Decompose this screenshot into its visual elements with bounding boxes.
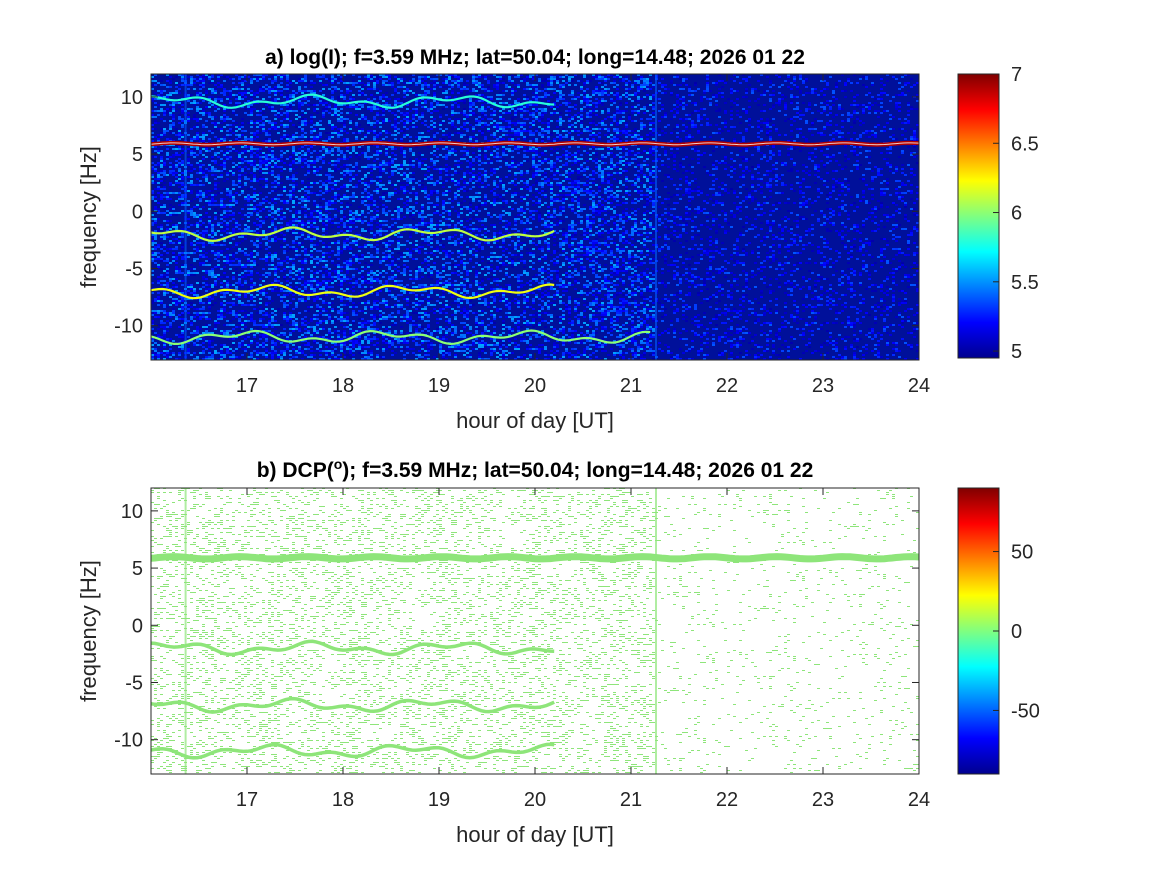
x-tick-label: 18 — [332, 789, 354, 811]
panel-a: a) log(I); f=3.59 MHz; lat=50.04; long=1… — [76, 46, 1039, 433]
x-tick-label: 19 — [428, 789, 450, 811]
x-tick-label: 20 — [524, 789, 546, 811]
colorbar-tick-label: -50 — [1011, 700, 1040, 722]
y-tick-label: -10 — [114, 730, 143, 752]
panel-b-title-rest: ); f=3.59 MHz; lat=50.04; long=14.48; 20… — [342, 459, 813, 482]
trace-line — [151, 283, 555, 300]
x-tick-label: 19 — [428, 375, 450, 397]
panel-a-colorbar-ticks: 7 6.5 6 5.5 5 — [993, 64, 1039, 363]
colorbar-tick-label: 6 — [1011, 203, 1022, 225]
y-tick-label: 5 — [132, 144, 143, 166]
y-tick-label: 0 — [132, 201, 143, 223]
trace-line — [151, 553, 919, 563]
trace-line — [151, 742, 555, 760]
colorbar-tick-label: 6.5 — [1011, 133, 1039, 155]
x-tick-label: 17 — [236, 789, 258, 811]
trace-line — [151, 639, 555, 657]
x-tick-label: 17 — [236, 375, 258, 397]
y-tick-label: -5 — [125, 672, 143, 694]
panel-b: b) DCP(o); f=3.59 MHz; lat=50.04; long=1… — [76, 456, 1040, 847]
panel-b-title: b) DCP(o); f=3.59 MHz; lat=50.04; long=1… — [257, 456, 814, 482]
x-tick-label: 20 — [524, 375, 546, 397]
trace-line — [151, 696, 555, 714]
trace-line — [151, 226, 555, 243]
panel-a-xlabel: hour of day [UT] — [456, 408, 614, 433]
panel-b-title-sup: o — [334, 456, 343, 472]
panel-a-heatmap — [151, 74, 919, 360]
panel-a-title: a) log(I); f=3.59 MHz; lat=50.04; long=1… — [265, 46, 805, 69]
panel-b-ylabel: frequency [Hz] — [76, 560, 101, 702]
colorbar-tick-label: 5 — [1011, 341, 1022, 363]
panel-b-xlabel: hour of day [UT] — [456, 822, 614, 847]
y-tick-label: -5 — [125, 258, 143, 280]
colorbar-tick-label: 0 — [1011, 621, 1022, 643]
x-tick-label: 23 — [812, 375, 834, 397]
colorbar-tick-label: 5.5 — [1011, 272, 1039, 294]
panel-b-heatmap — [151, 488, 919, 774]
x-tick-label: 23 — [812, 789, 834, 811]
panel-b-title-main: b) DCP( — [257, 459, 334, 482]
trace-line-core — [151, 142, 919, 146]
x-tick-label: 18 — [332, 375, 354, 397]
y-tick-label: 10 — [121, 501, 143, 523]
x-tick-label: 21 — [620, 375, 642, 397]
panel-b-colorbar-ticks: 50 0 -50 — [993, 542, 1040, 722]
panel-a-colorbar — [957, 73, 1000, 359]
y-tick-label: 5 — [132, 558, 143, 580]
colorbar-tick-label: 7 — [1011, 64, 1022, 86]
panel-a-ylabel: frequency [Hz] — [76, 146, 101, 288]
x-tick-label: 22 — [716, 789, 738, 811]
panel-b-axes: 17 18 19 20 21 22 23 24 10 5 0 -5 -10 — [114, 488, 930, 811]
y-tick-label: 0 — [132, 615, 143, 637]
x-tick-label: 24 — [908, 375, 930, 397]
x-tick-label: 24 — [908, 789, 930, 811]
trace-line — [151, 93, 555, 109]
y-tick-label: 10 — [121, 87, 143, 109]
panel-b-colorbar — [957, 487, 1000, 775]
panel-a-axes: 17 18 19 20 21 22 23 24 10 5 0 -5 -10 — [114, 74, 930, 397]
y-tick-label: -10 — [114, 316, 143, 338]
trace-line — [151, 329, 651, 346]
colorbar-tick-label: 50 — [1011, 542, 1033, 564]
x-tick-label: 22 — [716, 375, 738, 397]
x-tick-label: 21 — [620, 789, 642, 811]
